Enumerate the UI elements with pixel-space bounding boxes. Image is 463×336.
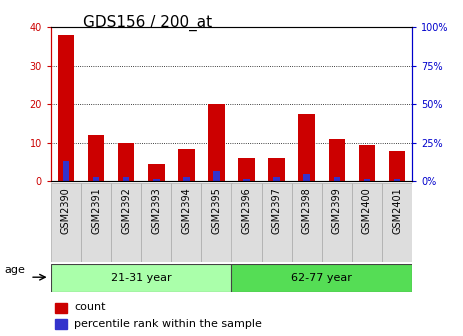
Bar xyxy=(183,177,190,181)
Bar xyxy=(93,177,100,181)
Text: GSM2399: GSM2399 xyxy=(332,187,342,234)
Text: 21-31 year: 21-31 year xyxy=(111,273,171,283)
Bar xyxy=(171,183,201,262)
Bar xyxy=(232,183,262,262)
Bar xyxy=(148,164,164,181)
Text: GSM2391: GSM2391 xyxy=(91,187,101,234)
Text: GSM2395: GSM2395 xyxy=(212,187,221,234)
Bar xyxy=(51,183,81,262)
Bar xyxy=(238,158,255,181)
Text: GSM2390: GSM2390 xyxy=(61,187,71,234)
Bar xyxy=(333,177,340,181)
Bar xyxy=(322,183,352,262)
Bar xyxy=(55,302,67,312)
Bar xyxy=(359,145,375,181)
Text: 62-77 year: 62-77 year xyxy=(291,273,352,283)
Text: percentile rank within the sample: percentile rank within the sample xyxy=(75,319,262,329)
Bar xyxy=(208,104,225,181)
Bar xyxy=(269,158,285,181)
Bar xyxy=(123,177,130,181)
Bar xyxy=(303,174,310,181)
Text: GSM2401: GSM2401 xyxy=(392,187,402,234)
Text: age: age xyxy=(5,265,25,276)
Text: GSM2393: GSM2393 xyxy=(151,187,161,234)
Text: GSM2392: GSM2392 xyxy=(121,187,131,234)
Bar xyxy=(58,35,74,181)
Bar xyxy=(363,179,370,181)
Bar xyxy=(389,151,405,181)
Text: GSM2397: GSM2397 xyxy=(272,187,282,234)
Text: GDS156 / 200_at: GDS156 / 200_at xyxy=(83,15,213,31)
Bar xyxy=(243,179,250,181)
Bar xyxy=(329,139,345,181)
Bar xyxy=(394,179,400,181)
Bar xyxy=(111,183,141,262)
Text: GSM2398: GSM2398 xyxy=(302,187,312,234)
Text: count: count xyxy=(75,302,106,312)
Text: GSM2400: GSM2400 xyxy=(362,187,372,234)
Bar xyxy=(213,171,220,181)
Bar xyxy=(153,179,160,181)
Bar xyxy=(299,114,315,181)
Bar xyxy=(63,161,69,181)
Bar xyxy=(51,264,232,292)
Bar xyxy=(141,183,171,262)
Bar xyxy=(178,149,194,181)
Bar xyxy=(118,143,134,181)
Bar xyxy=(382,183,412,262)
Bar xyxy=(81,183,111,262)
Text: GSM2396: GSM2396 xyxy=(242,187,251,234)
Bar xyxy=(232,264,412,292)
Bar xyxy=(352,183,382,262)
Text: GSM2394: GSM2394 xyxy=(181,187,191,234)
Bar xyxy=(292,183,322,262)
Bar xyxy=(88,135,104,181)
Bar xyxy=(273,177,280,181)
Bar xyxy=(55,319,67,329)
Bar xyxy=(262,183,292,262)
Bar xyxy=(201,183,232,262)
